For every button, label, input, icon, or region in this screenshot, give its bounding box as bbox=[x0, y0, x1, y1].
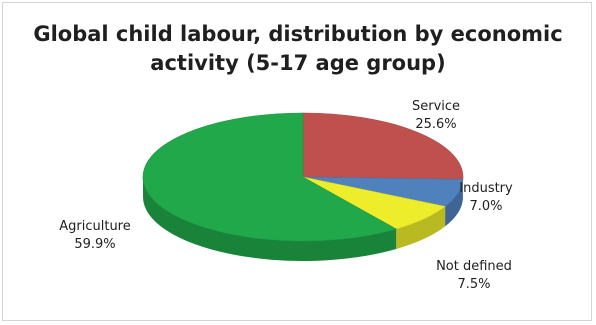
pie-slice-service bbox=[302, 112, 464, 180]
slice-label-not-defined: Not defined bbox=[436, 259, 512, 274]
slice-value-agriculture: 59.9% bbox=[74, 237, 115, 252]
pie-side-not-defined bbox=[396, 206, 446, 250]
slice-label-service: Service bbox=[412, 99, 460, 114]
chart-title: Global child labour, distribution by eco… bbox=[0, 20, 596, 78]
slice-value-service: 25.6% bbox=[415, 117, 456, 132]
pie-slice-agriculture bbox=[142, 112, 398, 242]
slice-value-industry: 7.0% bbox=[469, 199, 502, 214]
chart-title-line-2: activity (5-17 age group) bbox=[150, 51, 446, 75]
pie-side-industry bbox=[445, 179, 463, 227]
slice-value-not-defined: 7.5% bbox=[457, 277, 490, 292]
chart-title-line-1: Global child labour, distribution by eco… bbox=[33, 22, 563, 46]
slice-label-agriculture: Agriculture bbox=[59, 219, 131, 234]
slice-label-industry: Industry bbox=[459, 181, 513, 196]
